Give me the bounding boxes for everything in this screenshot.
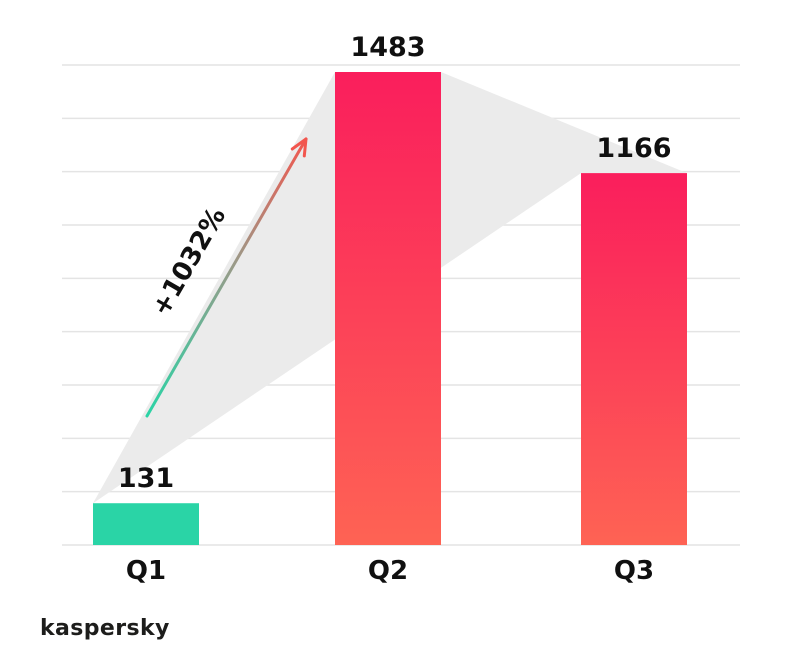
bar-q3 <box>581 173 687 545</box>
category-label-q2: Q2 <box>368 556 408 586</box>
value-label-q3: 1166 <box>596 133 671 164</box>
category-label-q3: Q3 <box>614 556 654 586</box>
kaspersky-logo: kaspersky <box>40 616 170 641</box>
growth-arrow-head <box>302 137 308 158</box>
category-label-q1: Q1 <box>126 556 166 586</box>
value-label-q2: 1483 <box>350 32 425 63</box>
bar-q1 <box>93 503 199 545</box>
bar-q2 <box>335 72 441 545</box>
growth-arrow <box>145 137 308 418</box>
value-label-q1: 131 <box>118 463 174 494</box>
growth-arrow-head <box>290 137 308 151</box>
